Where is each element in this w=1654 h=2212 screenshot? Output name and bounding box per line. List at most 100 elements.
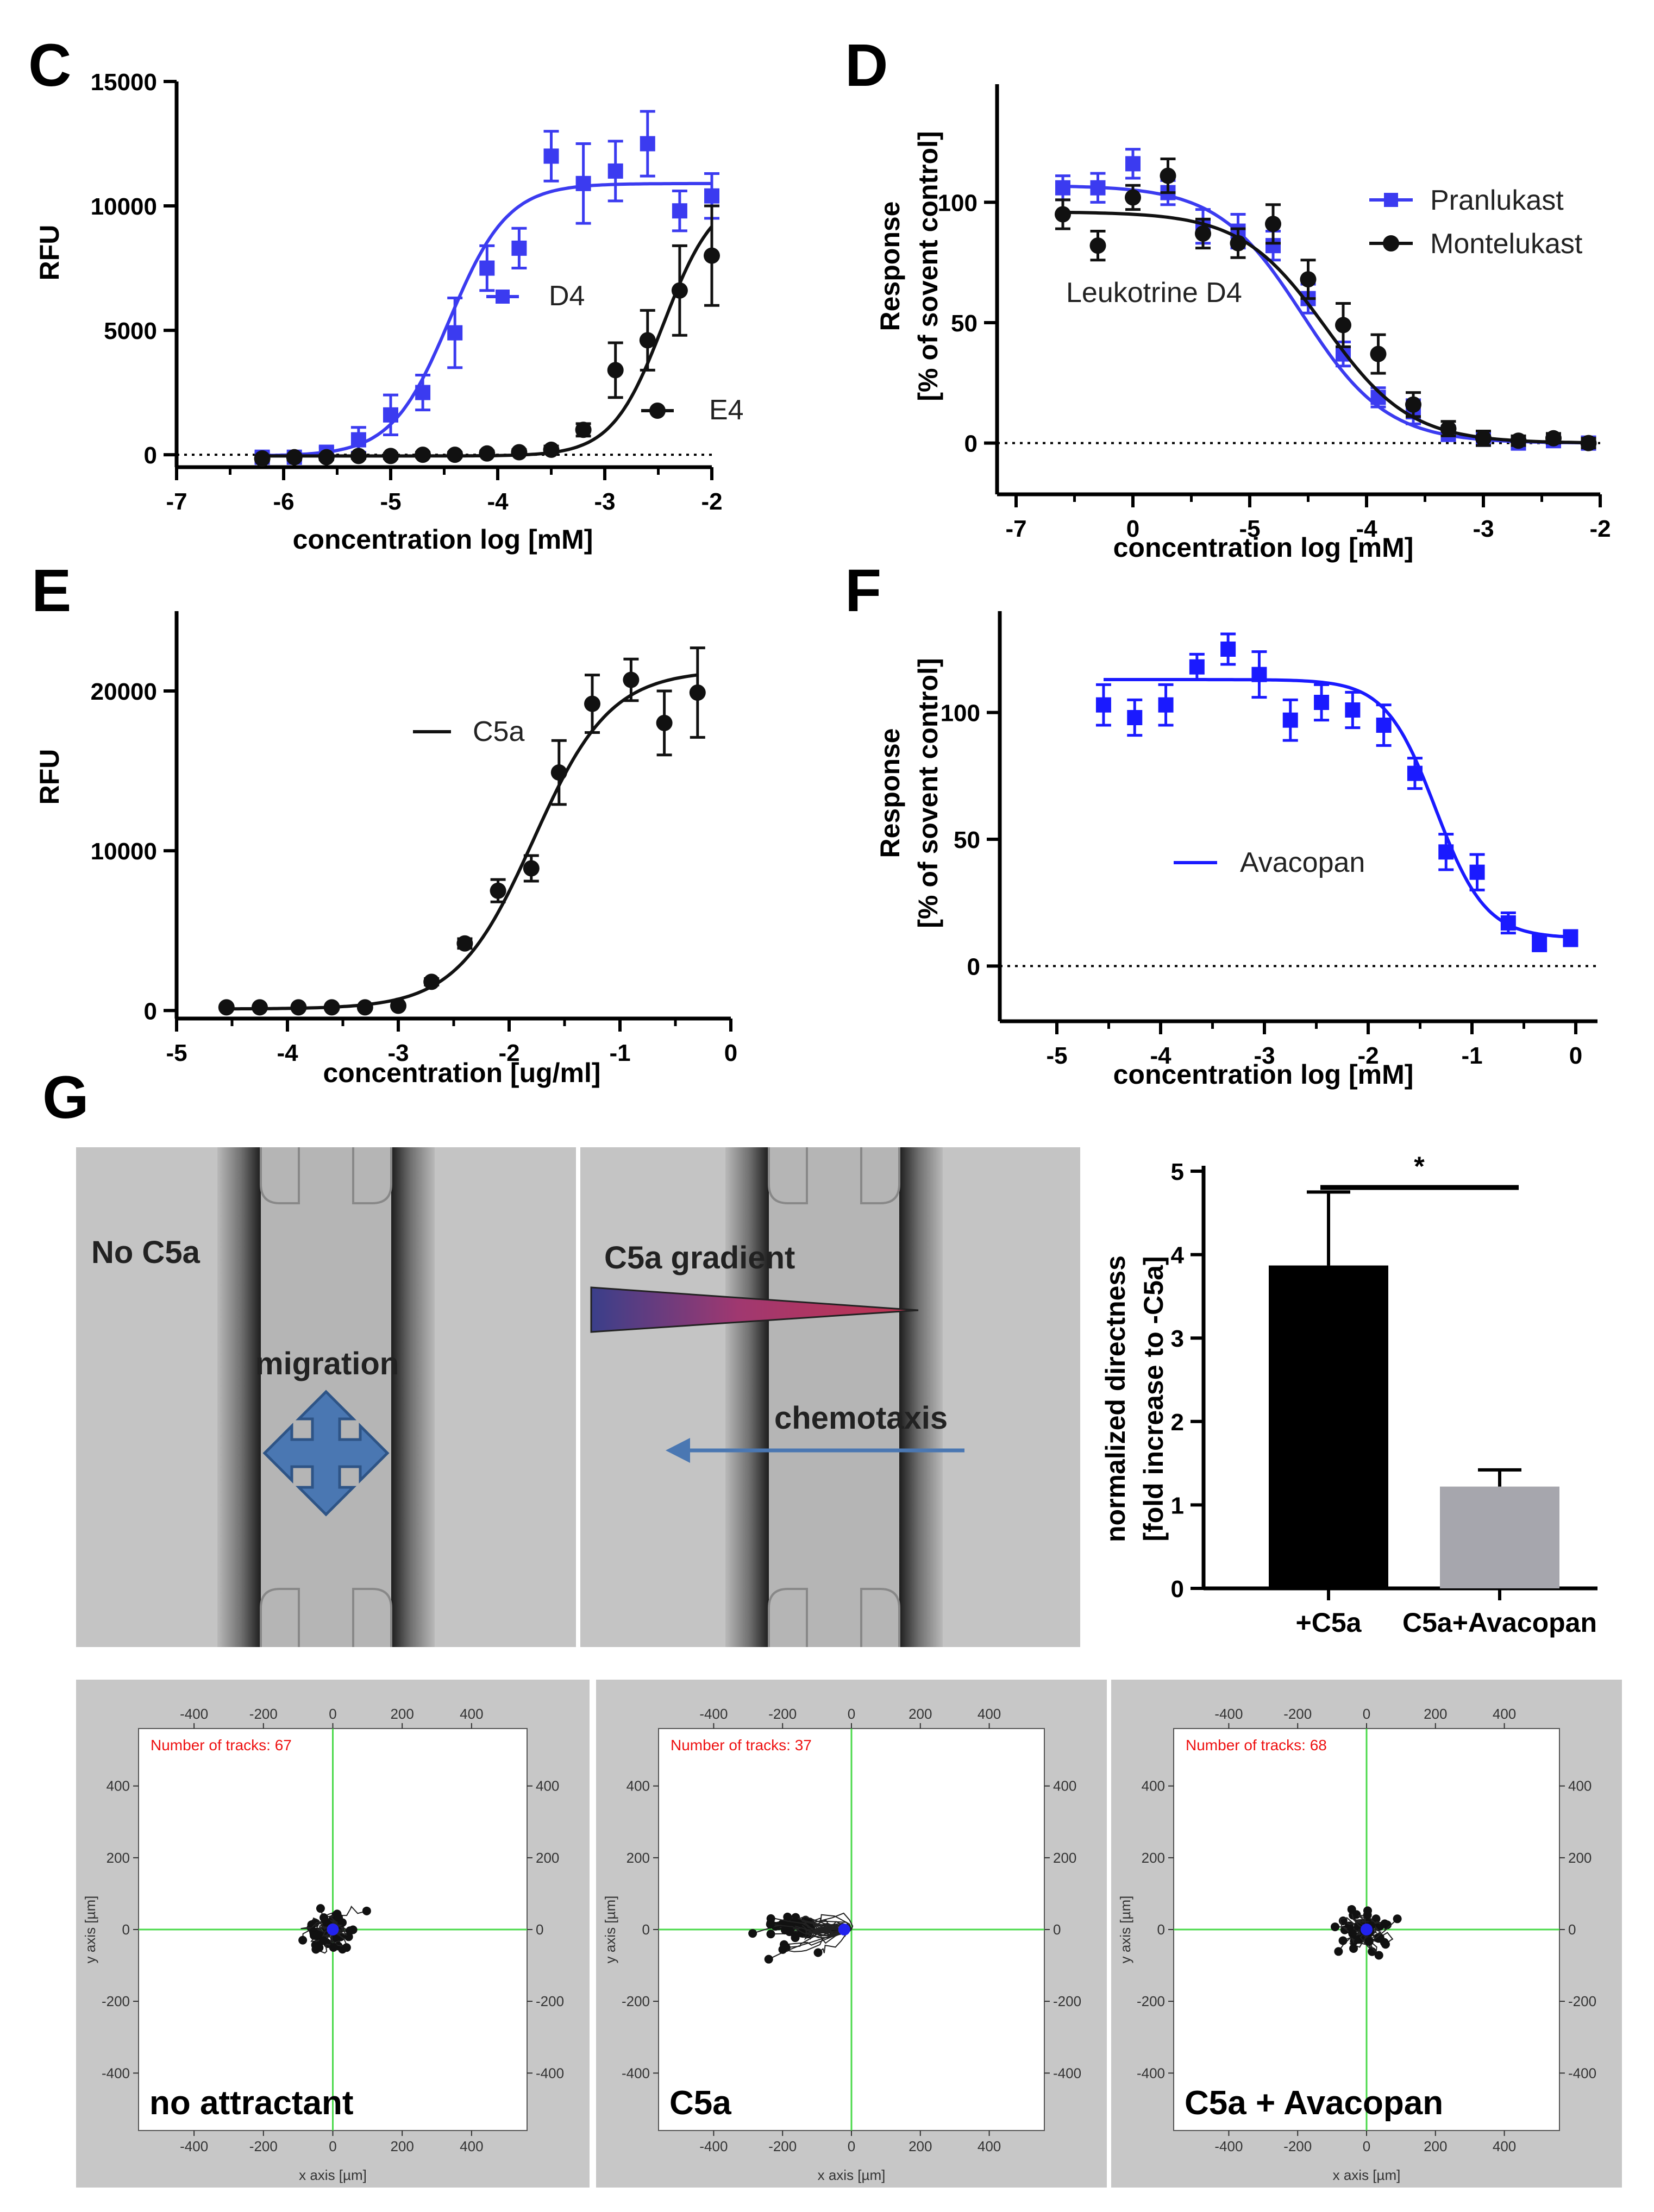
chart-f-ylabel: Response [875,728,905,858]
track-tick-label-left: -200 [622,1993,650,2009]
data-point [523,860,540,877]
track-tick-label-top: -400 [1214,1706,1243,1722]
data-point [423,973,440,990]
data-point [1438,844,1454,860]
data-point [318,449,335,466]
track-count-label: Number of tracks: 37 [671,1737,812,1754]
track-path [791,1926,852,1939]
chart-c-ylabel: RFU [34,225,65,281]
data-point [218,999,235,1016]
data-point [290,999,307,1016]
track-x-title: x axis [µm] [1333,2167,1401,2183]
track-plots: -400 -400 -400 -400 -200 -200 -200 -200 0 0 0 0 200 2… [76,1680,1622,2188]
data-point [607,163,623,179]
data-point [704,247,720,264]
track-endpoint [346,1926,355,1936]
track-y-title: y axis [µm] [1117,1896,1133,1964]
data-point [623,671,640,688]
track-tick-label-left: 400 [626,1778,650,1794]
legend-label-montelukast: Montelukast [1430,228,1583,260]
data-point [1158,697,1174,713]
y-tick-label: 5 [1171,1159,1184,1185]
data-point [1335,317,1351,334]
track-tick-label-bottom: -200 [249,2138,278,2154]
x-tick-label: -3 [594,488,615,515]
track-tick-label-top: 200 [390,1706,414,1722]
x-tick-label: -2 [1357,1042,1379,1069]
x-tick-label: -5 [1046,1042,1067,1069]
track-tick-label-right: 0 [1568,1921,1576,1938]
track-endpoint [1347,1905,1356,1914]
y-tick-label: 2 [1171,1409,1184,1436]
x-tick-label: -1 [609,1040,630,1066]
track-condition-label: C5a [669,2084,731,2122]
data-point [689,684,706,701]
bar-category-label: +C5a [1296,1607,1362,1638]
y-tick-label: 10000 [91,193,157,220]
chart-e-xlabel: concentration [ug/ml] [323,1058,600,1088]
bar-category-label: C5a+Avacopan [1402,1607,1597,1638]
track-tick-label-left: 0 [1157,1921,1165,1938]
x-tick-label: 0 [724,1040,737,1066]
chart-f-xlabel: concentration log [mM] [1113,1059,1414,1090]
data-point [543,148,559,164]
track-tick-label-top: 200 [1424,1706,1447,1722]
track-tick-label-left: -200 [1137,1993,1165,2009]
data-point [543,441,560,458]
track-endpoint [1374,1934,1383,1943]
legend-pranlukast: Pranlukast [1369,185,1564,216]
track-tick-label-bottom: -400 [1214,2138,1243,2154]
data-point [1125,189,1141,206]
track-path [1348,1906,1367,1930]
data-point [1345,702,1361,718]
track-plot-2: -400 -400 -400 -400 -200 -200 -200 -200 0 0 0 0 200 2… [596,1680,1107,2188]
track-tick-label-top: 400 [978,1706,1001,1722]
y-tick-label: 0 [144,442,157,469]
track-endpoint [813,1948,823,1957]
x-tick-label: -7 [1005,516,1026,542]
x-tick-label: -5 [166,1040,187,1066]
data-point [383,407,398,423]
x-tick-label: -4 [277,1040,298,1066]
track-tick-label-bottom: -400 [699,2138,728,2154]
chemotaxis-arrowhead-icon [666,1438,690,1463]
track-tick-label-bottom: 400 [1493,2138,1516,2154]
x-tick-label: -1 [1461,1042,1482,1069]
data-point [511,444,528,461]
track-endpoint [316,1904,325,1913]
legend-label-c5a: C5a [473,716,524,747]
data-point [286,449,303,466]
track-endpoint [362,1906,371,1915]
track-endpoint [766,1914,775,1923]
data-point [1532,935,1548,951]
track-x-title: x axis [µm] [299,2167,367,2183]
legend-avacopan: Avacopan [1174,847,1365,878]
data-point [550,764,567,781]
y-tick-label: 10000 [91,838,157,865]
track-count-label: Number of tracks: 68 [1186,1737,1327,1754]
data-point [1440,420,1457,437]
data-point [671,282,688,299]
track-endpoint [764,1955,773,1964]
data-point [607,362,624,379]
y-tick-label: 0 [964,431,978,457]
track-endpoint [1363,1911,1372,1920]
legend-label-avacopan: Avacopan [1240,847,1365,878]
track-tick-label-left: -400 [622,2065,650,2081]
track-count-label: Number of tracks: 67 [151,1737,292,1754]
data-point [1125,156,1141,172]
chart-d-annotation: Leukotrine D4 [1066,277,1242,309]
chart-g-ylabel-units: [fold increase to -C5a] [1138,1256,1169,1541]
data-point [511,240,527,256]
fit-curve-montelukast [1062,210,1589,444]
track-tick-label-right: 200 [1053,1850,1076,1866]
chart-e-ylabel: RFU [34,749,65,805]
track-tick-label-right: -400 [536,2065,564,2081]
track-plot-1: -400 -400 -400 -400 -200 -200 -200 -200 0 0 0 0 200 2… [76,1680,590,2188]
data-point [456,935,473,952]
data-point [656,714,673,731]
x-tick-label: -3 [387,1040,409,1066]
track-condition-label: no attractant [149,2084,353,2122]
data-point [640,136,655,152]
track-endpoint [1371,1914,1381,1924]
